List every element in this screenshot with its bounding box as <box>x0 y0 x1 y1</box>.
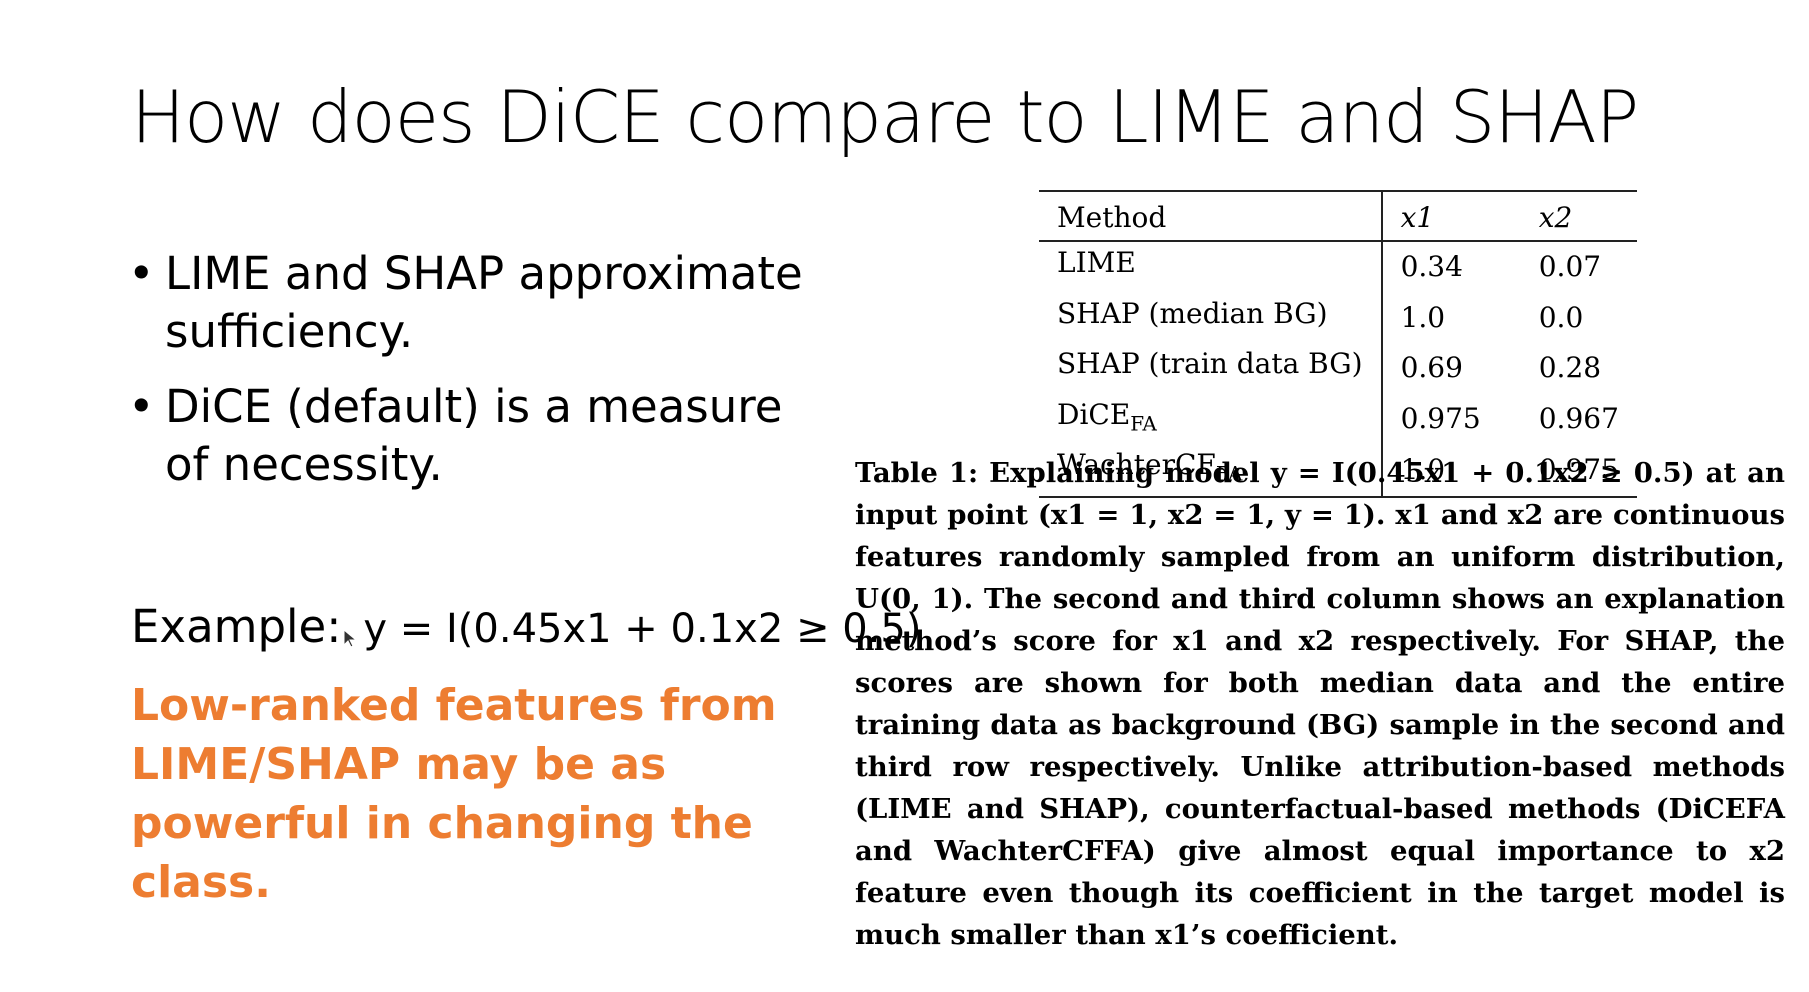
method-cell: SHAP (train data BG) <box>1039 343 1383 394</box>
example-label: Example: <box>131 600 342 653</box>
header-x1-text: x1 <box>1400 201 1435 234</box>
bullet-dot: • <box>128 380 155 433</box>
x1-score-cell: 1.0 <box>1381 444 1521 498</box>
table-row: LIME 0.34 0.07 <box>1039 241 1637 293</box>
x1-score-cell: 0.975 <box>1400 402 1481 436</box>
bullet-list: • LIME and SHAP approximate sufficiency.… <box>128 245 828 511</box>
method-cell: DiCEFA <box>1039 393 1383 445</box>
bullet-item: • LIME and SHAP approximate sufficiency. <box>128 245 828 361</box>
table-header-row: Method x1 x2 <box>1039 191 1637 242</box>
method-cell: SHAP (median BG) <box>1039 292 1383 344</box>
x2-score-cell: 0.28 <box>1538 351 1602 385</box>
header-x2: x2 <box>1520 191 1637 242</box>
highlight-text: Low-ranked features from LIME/SHAP may b… <box>131 680 777 908</box>
method-name: SHAP (train data BG) <box>1057 347 1363 381</box>
method-name: LIME <box>1057 246 1136 279</box>
example-line: Example: y = I(0.45x1 + 0.1x2 ≥ 0.5) <box>131 598 921 658</box>
method-name: SHAP (median BG) <box>1057 296 1328 330</box>
x2-score-cell: 0.975 <box>1520 444 1637 498</box>
bullet-text: DiCE (default) is a measure of necessity… <box>165 380 783 491</box>
bullet-item: • DiCE (default) is a measure of necessi… <box>128 378 828 494</box>
x2-score-cell: 0.967 <box>1538 402 1619 436</box>
method-name: WachterCF <box>1057 448 1216 482</box>
x1-score-cell: 0.69 <box>1400 351 1463 385</box>
header-method: Method <box>1039 191 1383 242</box>
table-row: SHAP (median BG) 1.0 0.0 <box>1039 292 1637 344</box>
x2-score-cell: 0.07 <box>1538 250 1602 284</box>
table-row: DiCEFA 0.975 0.967 <box>1039 393 1637 445</box>
results-table: Method x1 x2 LIME 0.34 0.07 SHAP (median… <box>1039 190 1637 498</box>
method-cell: WachterCFFA <box>1039 444 1383 498</box>
table-caption: Table 1: Explaining model y = I(0.45x1 +… <box>855 457 1785 951</box>
header-x2-text: x2 <box>1538 201 1573 234</box>
bullet-dot: • <box>128 247 155 300</box>
method-subscript: FA <box>1215 461 1243 486</box>
header-x1: x1 <box>1381 191 1521 242</box>
table-row: SHAP (train data BG) 0.69 0.28 <box>1039 343 1637 394</box>
method-cell: LIME <box>1039 241 1383 293</box>
table-row: WachterCFFA 1.0 0.975 <box>1039 444 1637 498</box>
mouse-pointer-icon <box>341 604 359 648</box>
x1-score-cell: 0.34 <box>1400 250 1463 284</box>
method-subscript: FA <box>1130 411 1157 436</box>
x1-score-cell: 1.0 <box>1400 300 1446 334</box>
slide-title: How does DiCE compare to LIME and SHAP <box>131 75 1639 159</box>
method-name: DiCE <box>1057 397 1131 431</box>
example-equation: y = I(0.45x1 + 0.1x2 ≥ 0.5) <box>363 606 922 652</box>
x2-score-cell: 0.0 <box>1538 300 1584 334</box>
bullet-text: LIME and SHAP approximate sufficiency. <box>165 247 803 358</box>
